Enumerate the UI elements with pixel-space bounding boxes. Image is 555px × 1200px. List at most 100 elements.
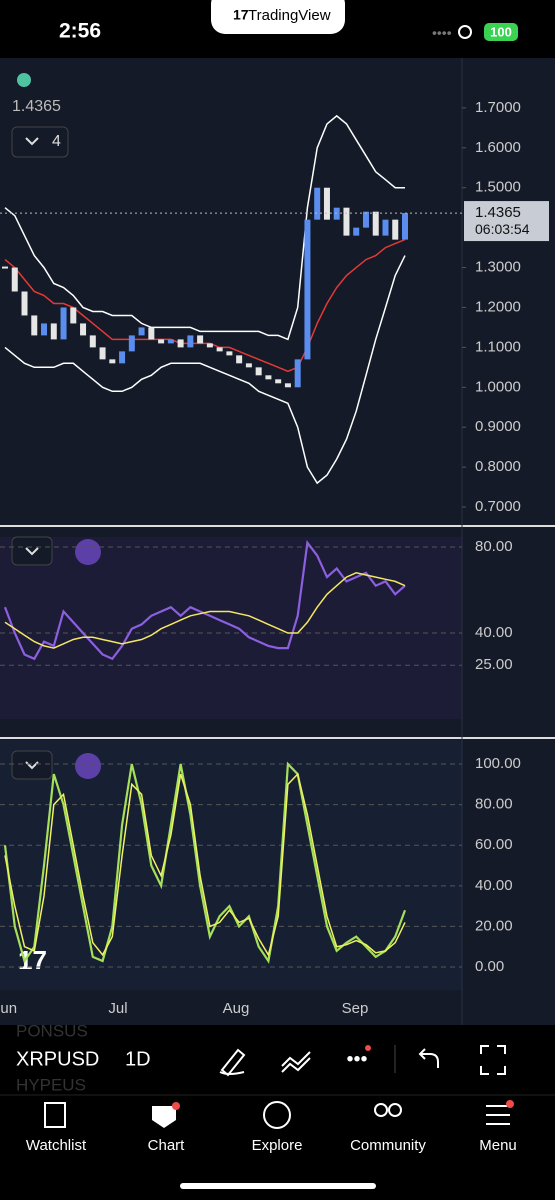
- candle: [226, 351, 233, 356]
- candle: [314, 187, 321, 220]
- watchlist-icon: [44, 1102, 66, 1128]
- candle: [119, 351, 126, 364]
- y-tick-label: 25.00: [475, 656, 513, 673]
- nav-label[interactable]: Community: [350, 1137, 426, 1154]
- y-tick-label: 1.1000: [475, 338, 521, 355]
- series-line: [4, 255, 406, 485]
- candle: [99, 347, 106, 360]
- candle: [402, 213, 408, 240]
- status-dot: [17, 73, 31, 87]
- signal: ••••: [432, 25, 452, 41]
- series-line: [3, 539, 406, 661]
- candle: [70, 307, 77, 324]
- candle: [148, 327, 155, 340]
- candle: [275, 379, 282, 384]
- series-line: [4, 772, 406, 957]
- y-tick-label: 1.5000: [475, 179, 521, 196]
- nav-label[interactable]: Chart: [148, 1137, 186, 1154]
- candle: [128, 335, 135, 352]
- explore-icon: [263, 1101, 291, 1129]
- nav-label[interactable]: Menu: [479, 1137, 517, 1154]
- ghost-symbol: HYPEUS: [16, 1075, 86, 1094]
- candle: [245, 363, 252, 368]
- candle: [50, 323, 57, 340]
- header-price: 1.4365: [12, 98, 61, 115]
- badge: [365, 1045, 371, 1051]
- y-tick-label: 0.8000: [475, 458, 521, 475]
- y-tick-label: 1.7000: [475, 99, 521, 116]
- brand-pill: [211, 0, 345, 34]
- y-tick-label: 1.3000: [475, 259, 521, 276]
- y-tick-label: 0.9000: [475, 418, 521, 435]
- candle: [206, 343, 213, 348]
- undo-icon[interactable]: [418, 1048, 439, 1068]
- nav-label[interactable]: Watchlist: [26, 1137, 87, 1154]
- candle: [343, 207, 350, 236]
- price-tag-value: 1.4365: [475, 204, 521, 221]
- more-icon[interactable]: •••: [346, 1048, 367, 1070]
- community-icon: [374, 1103, 388, 1117]
- y-tick-label: 1.6000: [475, 139, 521, 156]
- toolbar: [0, 1025, 555, 1095]
- x-label: Sep: [342, 1000, 369, 1017]
- menu-icon: [486, 1105, 510, 1125]
- candle: [41, 323, 48, 336]
- y-tick-label: 0.00: [475, 958, 504, 975]
- fullscreen-icon[interactable]: [480, 1045, 506, 1075]
- time: 2:56: [59, 20, 101, 43]
- candle: [236, 355, 243, 364]
- candle: [187, 335, 194, 348]
- candle: [353, 227, 360, 236]
- candle: [216, 347, 223, 352]
- symbol[interactable]: XRPUSD: [16, 1048, 99, 1070]
- refresh-icon[interactable]: [75, 539, 101, 565]
- community-icon: [388, 1103, 402, 1117]
- chevron: [25, 137, 39, 146]
- candle: [197, 335, 204, 344]
- indicator-icon[interactable]: [281, 1051, 311, 1073]
- nav-label[interactable]: Explore: [252, 1137, 303, 1154]
- collapse-button[interactable]: [11, 536, 53, 566]
- candle: [362, 211, 369, 228]
- candle: [382, 219, 389, 236]
- y-tick-label: 80.00: [475, 796, 513, 813]
- brand-logo: 17: [233, 7, 249, 23]
- candle: [333, 207, 340, 220]
- collapse-button[interactable]: [11, 750, 53, 780]
- candle: [177, 339, 184, 348]
- candle: [89, 335, 96, 348]
- chevron: [25, 547, 39, 556]
- candle: [31, 315, 38, 336]
- y-tick-label: 40.00: [475, 877, 513, 894]
- draw-icon[interactable]: [219, 1048, 246, 1077]
- x-label: Jun: [0, 1000, 17, 1017]
- series-line: [4, 572, 406, 649]
- y-tick-label: 1.0000: [475, 378, 521, 395]
- stoch-bg: [0, 740, 462, 990]
- link-icon: [458, 25, 472, 39]
- candle: [284, 383, 291, 388]
- candle: [158, 339, 165, 344]
- series-line: [4, 114, 405, 341]
- ghost-symbol: PONSUS: [16, 1021, 88, 1040]
- candle: [304, 219, 311, 360]
- candle: [294, 359, 301, 388]
- y-tick-label: 0.7000: [475, 498, 521, 515]
- y-tick-label: 40.00: [475, 624, 513, 641]
- refresh-icon[interactable]: [75, 753, 101, 779]
- collapse-button[interactable]: [11, 126, 69, 158]
- candle: [109, 359, 116, 364]
- candle: [265, 375, 272, 380]
- interval[interactable]: 1D: [125, 1048, 151, 1070]
- candle: [392, 219, 399, 240]
- price-tag-countdown: 06:03:54: [475, 221, 530, 237]
- y-tick-label: 80.00: [475, 538, 513, 555]
- interval-count: 4: [52, 133, 61, 150]
- y-tick-label: 20.00: [475, 917, 513, 934]
- x-label: Jul: [108, 1000, 127, 1017]
- candle: [138, 327, 145, 336]
- candle: [60, 307, 67, 340]
- badge: [172, 1102, 180, 1110]
